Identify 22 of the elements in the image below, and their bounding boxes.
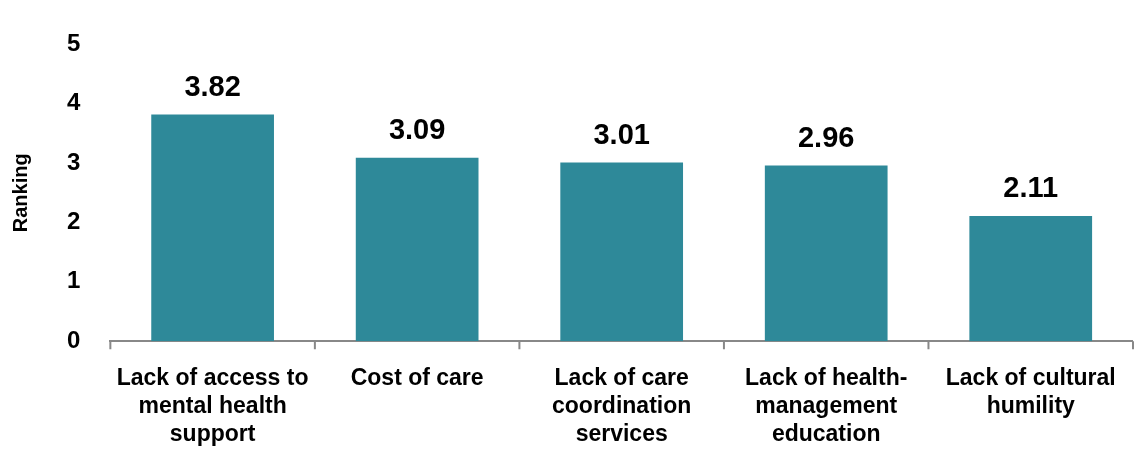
data-label: 3.82	[184, 69, 241, 102]
bar	[151, 114, 274, 342]
x-tick-label: Lack of access to mental health support	[116, 364, 309, 446]
y-tick-label: 2	[66, 207, 81, 235]
bar	[969, 215, 1093, 342]
x-tick-label: Cost of care	[350, 364, 484, 391]
data-label: 2.96	[797, 120, 855, 153]
y-tick-label: 1	[66, 266, 81, 294]
data-label: 2.11	[1003, 171, 1059, 204]
y-tick-label: 0	[66, 325, 81, 353]
y-tick-label: 4	[66, 88, 81, 116]
x-tick-label: Lack of care coordination services	[552, 364, 692, 446]
y-tick-label: 3	[66, 147, 81, 175]
data-label: 3.01	[593, 118, 650, 151]
x-tick-label: Lack of health-management education	[745, 364, 908, 446]
bar	[560, 162, 684, 342]
bar	[764, 165, 888, 342]
y-axis-title: Ranking	[8, 153, 31, 233]
bar	[355, 157, 479, 342]
y-tick-label: 5	[66, 29, 81, 57]
data-label: 3.09	[388, 113, 446, 146]
x-tick-label: Lack of cultural humility	[945, 364, 1116, 418]
